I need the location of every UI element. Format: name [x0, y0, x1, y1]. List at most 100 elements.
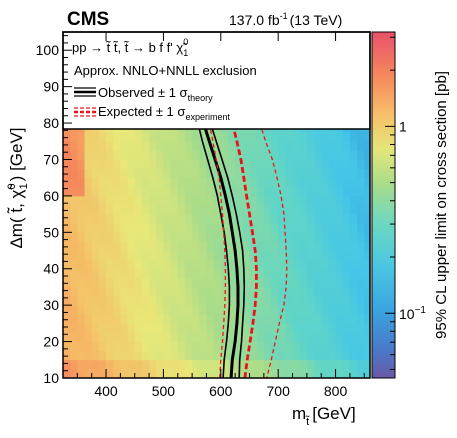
y-tick-label: 50 — [43, 224, 59, 240]
heatmap-cell — [98, 141, 107, 151]
heatmap-cell — [134, 168, 143, 179]
heatmap-cell — [113, 141, 121, 151]
heatmap-cell — [77, 177, 85, 188]
heatmap-cell — [106, 259, 114, 270]
heatmap-cell — [70, 268, 78, 279]
heatmap-cell — [213, 250, 222, 261]
heatmap-cell — [199, 332, 207, 342]
heatmap-cell — [63, 341, 71, 352]
heatmap-cell — [206, 132, 215, 142]
heatmap-cell — [357, 350, 365, 361]
heatmap-cell — [220, 259, 229, 270]
heatmap-cell — [349, 250, 358, 261]
heatmap-cell — [328, 186, 336, 197]
heatmap-cell — [314, 223, 322, 233]
heatmap-cell — [149, 205, 157, 215]
heatmap-cell — [84, 159, 93, 169]
heatmap-cell — [357, 150, 365, 160]
heatmap-cell — [177, 305, 186, 315]
heatmap-cell — [84, 259, 93, 270]
heatmap-cell — [77, 368, 85, 378]
heatmap-cell — [120, 132, 128, 142]
heatmap-cell — [364, 277, 370, 288]
heatmap-cell — [278, 186, 286, 197]
heatmap-cell — [242, 159, 250, 169]
heatmap-cell — [91, 141, 100, 151]
plot-frame — [62, 31, 371, 379]
heatmap-cell — [306, 277, 315, 288]
heatmap-cell — [91, 223, 100, 233]
heatmap-cell — [84, 350, 93, 361]
heatmap-cell — [364, 186, 370, 197]
heatmap-cell — [227, 286, 236, 297]
heatmap-cell — [256, 359, 265, 370]
heatmap-cell — [127, 314, 136, 324]
heatmap-cell — [235, 314, 243, 324]
heatmap-cell — [106, 250, 114, 261]
heatmap-cell — [292, 186, 301, 197]
heatmap-cell — [63, 296, 71, 306]
heatmap-cell — [113, 286, 121, 297]
heatmap-cell — [357, 195, 365, 206]
heatmap-cell — [98, 232, 107, 242]
heatmap-cell — [177, 314, 186, 324]
heatmap-cell — [335, 223, 344, 233]
heatmap-cell — [192, 350, 200, 361]
heatmap-cell — [199, 305, 207, 315]
heatmap-cell — [235, 341, 243, 352]
heatmap-cell — [127, 277, 136, 288]
heatmap-cell — [170, 241, 179, 251]
heatmap-cell — [213, 132, 222, 142]
heatmap-cell — [127, 350, 136, 361]
heatmap-cell — [249, 141, 258, 151]
heatmap-cell — [292, 159, 301, 169]
heatmap-cell — [235, 268, 243, 279]
heatmap-cell — [106, 223, 114, 233]
heatmap-cell — [134, 305, 143, 315]
heatmap-cell — [206, 332, 215, 342]
heatmap-cell — [242, 150, 250, 160]
heatmap-cell — [292, 368, 301, 378]
heatmap-cell — [342, 195, 351, 206]
heatmap-cell — [106, 286, 114, 297]
heatmap-cell — [141, 186, 150, 197]
heatmap-cell — [292, 132, 301, 142]
heatmap-cell — [357, 268, 365, 279]
heatmap-cell — [321, 141, 329, 151]
heatmap-cell — [199, 195, 207, 206]
heatmap-cell — [177, 296, 186, 306]
heatmap-cell — [256, 214, 265, 224]
heatmap-cell — [170, 323, 179, 333]
heatmap-cell — [192, 159, 200, 169]
heatmap-cell — [349, 259, 358, 270]
heatmap-cell — [342, 350, 351, 361]
heatmap-cell — [149, 314, 157, 324]
heatmap-cell — [199, 341, 207, 352]
heatmap-cell — [199, 259, 207, 270]
heatmap-cell — [163, 141, 171, 151]
heatmap-cell — [249, 150, 258, 160]
heatmap-cell — [156, 368, 164, 378]
heatmap-cell — [156, 323, 164, 333]
heatmap-cell — [98, 223, 107, 233]
heatmap-cell — [342, 223, 351, 233]
heatmap-cell — [134, 205, 143, 215]
heatmap-cell — [163, 177, 171, 188]
heatmap-cell — [364, 168, 370, 179]
heatmap-cell — [220, 305, 229, 315]
heatmap-cell — [141, 159, 150, 169]
heatmap-cell — [335, 359, 344, 370]
heatmap-cell — [256, 250, 265, 261]
heatmap-cell — [242, 314, 250, 324]
heatmap-cell — [77, 305, 85, 315]
heatmap-cell — [98, 268, 107, 279]
heatmap-cell — [364, 286, 370, 297]
heatmap-cell — [357, 296, 365, 306]
heatmap-cell — [249, 223, 258, 233]
heatmap-cell — [314, 341, 322, 352]
heatmap-cell — [156, 195, 164, 206]
heatmap-cell — [149, 296, 157, 306]
heatmap-cell — [220, 141, 229, 151]
heatmap-cell — [127, 159, 136, 169]
